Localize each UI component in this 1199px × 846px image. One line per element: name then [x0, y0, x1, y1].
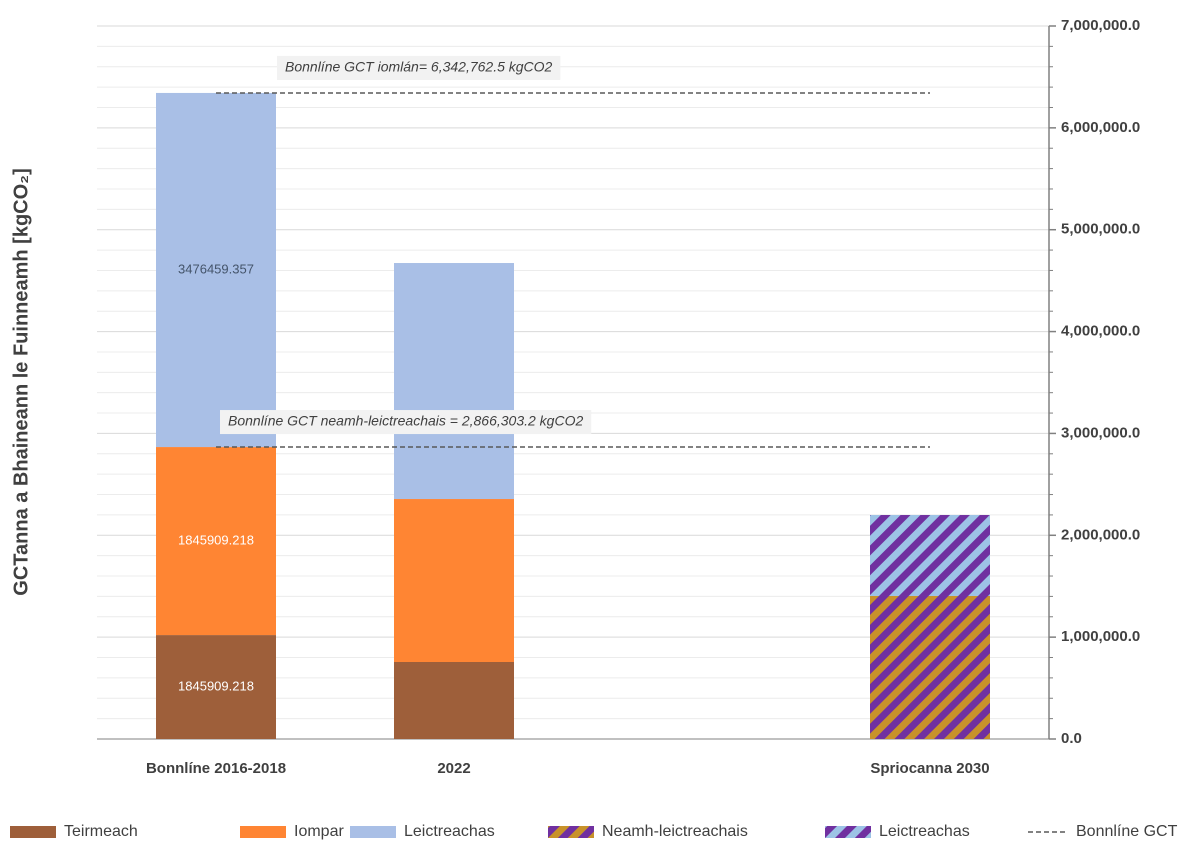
bar-segment — [394, 499, 514, 662]
x-tick-label: Bonnlíne 2016-2018 — [146, 760, 286, 777]
segment-label: 1845909.218 — [178, 532, 254, 547]
y-tick-label: 0.0 — [1061, 730, 1082, 747]
legend-swatch — [350, 826, 396, 838]
reference-label-bg — [220, 410, 592, 435]
segment-label: 3476459.357 — [178, 261, 254, 276]
bar-segment — [156, 447, 276, 636]
y-tick-label: 4,000,000.0 — [1061, 323, 1140, 340]
y-tick-label: 6,000,000.0 — [1061, 119, 1140, 136]
reference-label: Bonnlíne GCT iomlán= 6,342,762.5 kgCO2 — [285, 59, 553, 75]
legend-label: Bonnlíne GCT — [1076, 823, 1178, 840]
legend-label: Neamh-leictreachais — [602, 823, 748, 840]
bar-segment — [394, 263, 514, 500]
legend-swatch — [825, 826, 871, 838]
y-tick-label: 2,000,000.0 — [1061, 526, 1140, 543]
legend-swatch — [240, 826, 286, 838]
bar-segment — [156, 635, 276, 739]
y-axis-label: GCTanna a Bhaineann le Fuinneamh [kgCO₂] — [10, 168, 32, 595]
bar-segment — [394, 661, 514, 739]
y-tick-label: 3,000,000.0 — [1061, 424, 1140, 441]
x-tick-label: Spriocanna 2030 — [870, 760, 989, 777]
bar-segment — [870, 595, 990, 739]
y-tick-label: 5,000,000.0 — [1061, 221, 1140, 238]
legend-swatch — [10, 826, 56, 838]
segment-label: 1845909.218 — [178, 678, 254, 693]
y-tick-label: 1,000,000.0 — [1061, 628, 1140, 645]
legend-label: Leictreachas — [879, 823, 970, 840]
legend-label: Leictreachas — [404, 823, 495, 840]
reference-label: Bonnlíne GCT neamh-leictreachais = 2,866… — [228, 413, 583, 429]
legend-label: Teirmeach — [64, 823, 138, 840]
bar-segment — [156, 92, 276, 448]
legend-label: Iompar — [294, 823, 344, 840]
reference-label-bg — [277, 55, 561, 80]
x-tick-label: 2022 — [437, 760, 470, 777]
bar-segment — [870, 515, 990, 596]
legend-swatch — [548, 826, 594, 838]
y-tick-label: 7,000,000.0 — [1061, 17, 1140, 34]
